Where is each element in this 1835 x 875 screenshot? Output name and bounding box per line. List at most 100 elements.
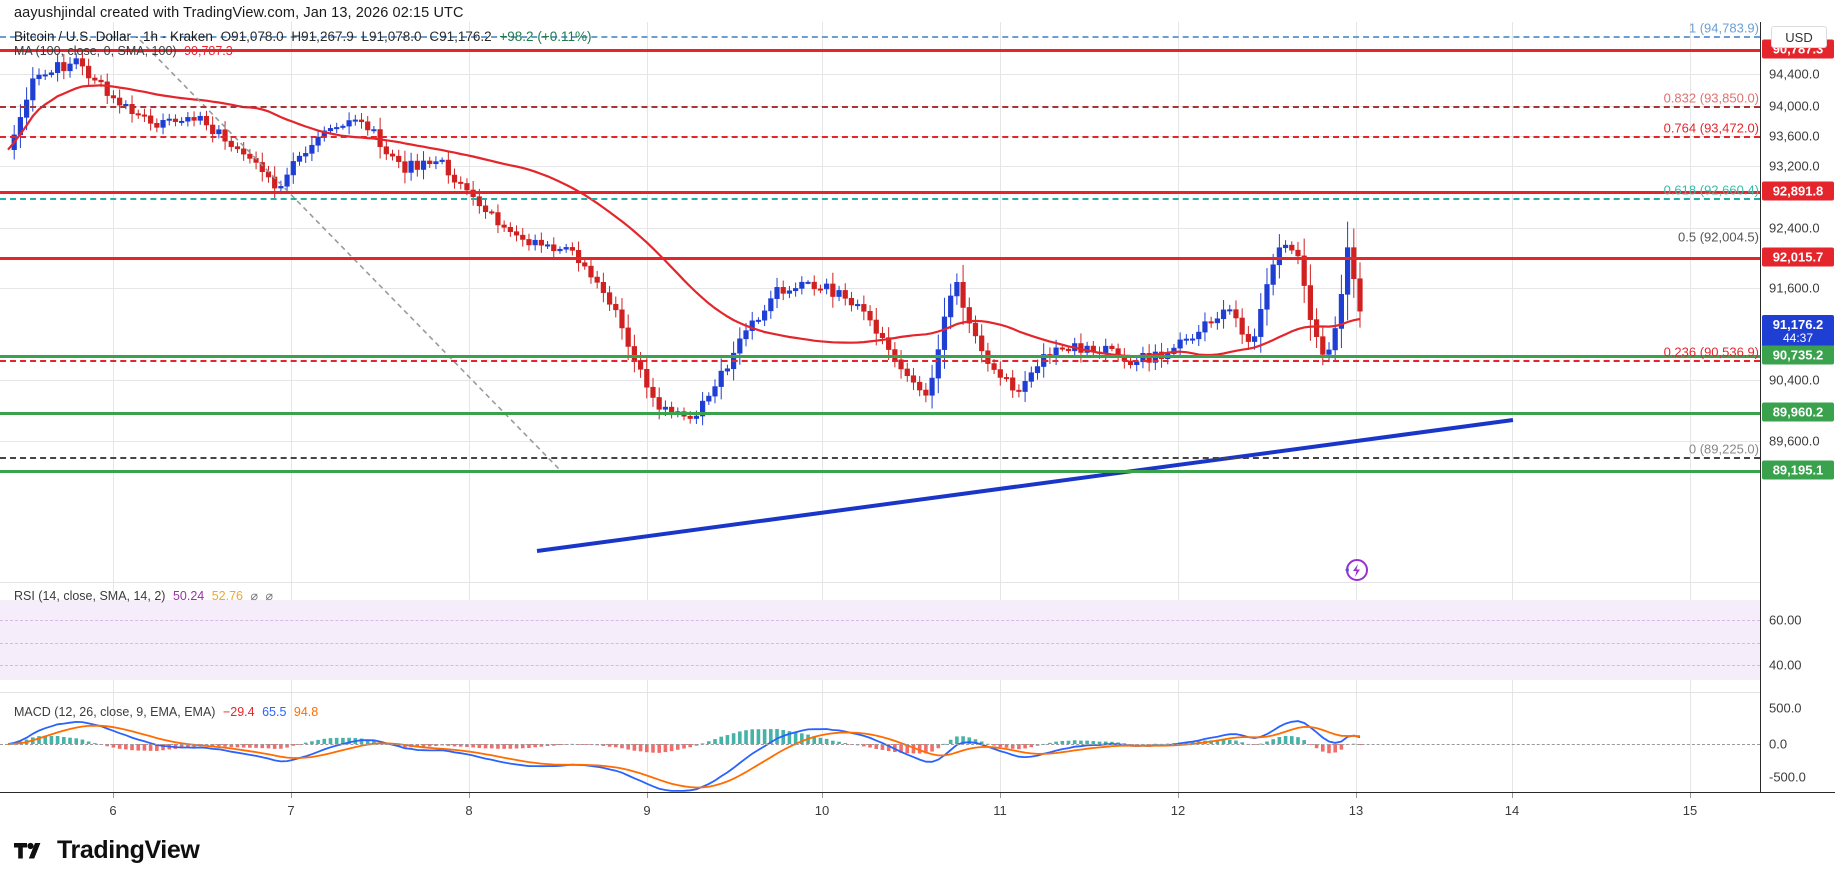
macd-zero-line [0,744,1760,745]
fib-0236-label: 0.236 (90,536.9) [1663,344,1759,360]
price-tick: 94,000.0 [1769,98,1820,114]
lightning-bolt-icon[interactable] [1340,556,1370,586]
rsi-legend-name[interactable]: RSI (14, close, SMA, 14, 2) [14,589,166,603]
gridline [0,228,1760,229]
gridline [0,74,1760,75]
fib-0764-line[interactable] [0,136,1760,138]
price-axis[interactable]: USD 94,400.0 94,000.0 93,600.0 93,200.0 92,4… [1760,22,1835,792]
pivot-badge[interactable]: 92,015.7 [1762,247,1834,267]
gridline [0,166,1760,167]
time-axis[interactable]: 6 7 8 9 10 11 12 13 14 15 [0,792,1835,826]
legend-change: +98.2 (+0.11%) [499,29,592,44]
resistance-line-92015[interactable] [0,257,1760,260]
time-notch [291,793,292,798]
time-tick: 15 [1682,803,1698,818]
badge-price: 89,195.1 [1772,462,1824,478]
resistance-badge[interactable]: 92,891.8 [1762,181,1834,201]
macd-legend-value: −29.4 [222,705,255,719]
descending-trendline [139,39,561,471]
rsi-legend-sma: 52.76 [211,589,243,603]
time-tick: 11 [993,803,1007,818]
tradingview-mark-icon [14,842,41,858]
macd-legend-name[interactable]: MACD (12, 26, close, 9, EMA, EMA) [14,705,216,719]
macd-histogram [6,728,1362,754]
time-notch [1690,793,1691,798]
fib-0236-line[interactable] [0,360,1760,362]
time-notch [1000,793,1001,798]
ma-legend: MA (100, close, 0, SMA, 100) 90,787.3 [14,44,237,58]
gridline-vertical [1000,22,1001,792]
price-tick: 93,200.0 [1769,158,1820,174]
time-tick: 8 [465,803,473,818]
gridline-vertical [1690,22,1691,792]
support-badge-2[interactable]: 89,960.2 [1762,402,1834,422]
time-notch [822,793,823,798]
legend-symbol[interactable]: Bitcoin / U.S. Dollar · 1h · Kraken [14,29,213,44]
sub-axis-tick: 0.0 [1769,736,1788,752]
rsi-legend: RSI (14, close, SMA, 14, 2) 50.24 52.76 … [14,588,277,603]
badge-countdown: 44:37 [1782,330,1814,345]
sub-axis-tick: -500.0 [1769,769,1806,785]
price-tick: 93,600.0 [1769,128,1820,144]
last-price-badge[interactable]: 91,176.2 44:37 [1762,315,1834,347]
support-line-89960[interactable] [0,412,1760,415]
sub-axis-tick: 60.00 [1769,612,1802,628]
fib-0832-line[interactable] [0,106,1760,108]
time-tick: 9 [643,803,651,818]
tradingview-logo[interactable]: TradingView [14,836,200,865]
fib-0832-label: 0.832 (93,850.0) [1663,90,1759,106]
fib-05-label: 0.5 (92,004.5) [1678,229,1759,245]
pane-separator [0,692,1760,693]
rsi-level-line [0,665,1760,666]
gridline-vertical [1178,22,1179,792]
time-notch [647,793,648,798]
support-line-90735[interactable] [0,355,1760,358]
time-tick: 13 [1348,803,1364,818]
tradingview-wordmark: TradingView [57,836,200,864]
time-tick: 7 [287,803,295,818]
rsi-level-line [0,620,1760,621]
macd-legend: MACD (12, 26, close, 9, EMA, EMA) −29.4 … [14,705,322,719]
legend-open: O91,078.0 [220,29,284,44]
macd-legend-signal: 65.5 [262,705,287,719]
gridline-vertical [1512,22,1513,792]
badge-price: 92,891.8 [1772,183,1824,199]
sub-axis-tick: 40.00 [1769,657,1802,673]
support-badge-3[interactable]: 89,195.1 [1762,460,1834,480]
fib-1-label: 1 (94,783.9) [1688,20,1759,36]
gridline [0,288,1760,289]
ma-price-line[interactable] [0,49,1760,52]
support-line-89195[interactable] [0,470,1760,473]
badge-price: 89,960.2 [1772,404,1824,420]
ma-legend-name[interactable]: MA (100, close, 0, SMA, 100) [14,44,177,58]
time-tick: 12 [1170,803,1186,818]
price-legend: Bitcoin / U.S. Dollar · 1h · Kraken O91,… [14,29,595,44]
ma-legend-value: 90,787.3 [184,44,233,58]
time-notch [113,793,114,798]
price-tick: 90,400.0 [1769,372,1820,388]
price-tick: 89,600.0 [1769,433,1820,449]
badge-price: 90,735.2 [1772,347,1824,363]
fib-0618-line[interactable] [0,198,1760,200]
fib-0618-label: 0.618 (92,660.4) [1663,182,1759,198]
rsi-zone-band [0,600,1760,680]
price-tick: 94,400.0 [1769,66,1820,82]
ma-100-line [7,84,1361,358]
time-notch [1356,793,1357,798]
price-tick: 91,600.0 [1769,280,1820,296]
legend-close: C91,176.2 [429,29,492,44]
rsi-legend-extra-2: ⌀ [265,589,274,603]
currency-chip[interactable]: USD [1771,26,1827,48]
macd-legend-hist: 94.8 [293,705,319,719]
fib-0-label: 0 (89,225.0) [1688,441,1759,457]
support-badge-1[interactable]: 90,735.2 [1762,345,1834,365]
fib-1-line[interactable] [0,36,1760,38]
gridline-vertical [647,22,648,792]
badge-price: 91,176.2 [1772,316,1824,332]
resistance-line-92891[interactable] [0,191,1760,194]
rsi-level-line [0,643,1760,644]
fib-0-line[interactable] [0,457,1760,459]
price-tick: 92,400.0 [1769,220,1820,236]
macd-line [7,720,1361,792]
